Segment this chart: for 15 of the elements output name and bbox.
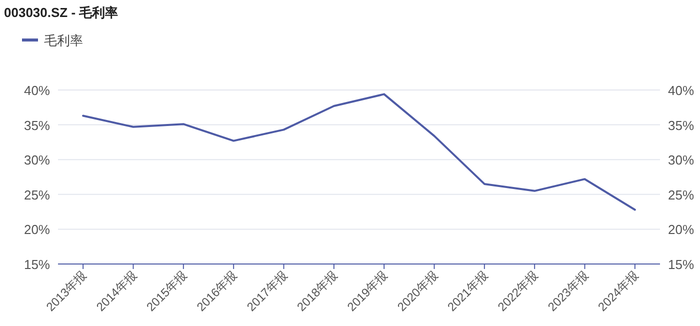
- legend-label: 毛利率: [44, 33, 83, 48]
- y-tick-label: 20%: [24, 222, 50, 238]
- y-tick-label: 25%: [24, 187, 50, 202]
- y2-tick-label: 20%: [668, 222, 694, 238]
- y-tick-label: 15%: [24, 257, 50, 272]
- y2-tick-label: 25%: [668, 187, 694, 202]
- chart-title: 003030.SZ - 毛利率: [4, 5, 118, 20]
- y2-tick-label: 15%: [668, 257, 694, 272]
- y-tick-label: 30%: [24, 152, 50, 168]
- y2-tick-label: 40%: [668, 83, 694, 98]
- y2-tick-label: 35%: [668, 118, 694, 133]
- y-tick-label: 40%: [24, 83, 50, 98]
- y2-tick-label: 30%: [668, 152, 694, 168]
- y-tick-label: 35%: [24, 118, 50, 133]
- line-series: [82, 93, 636, 211]
